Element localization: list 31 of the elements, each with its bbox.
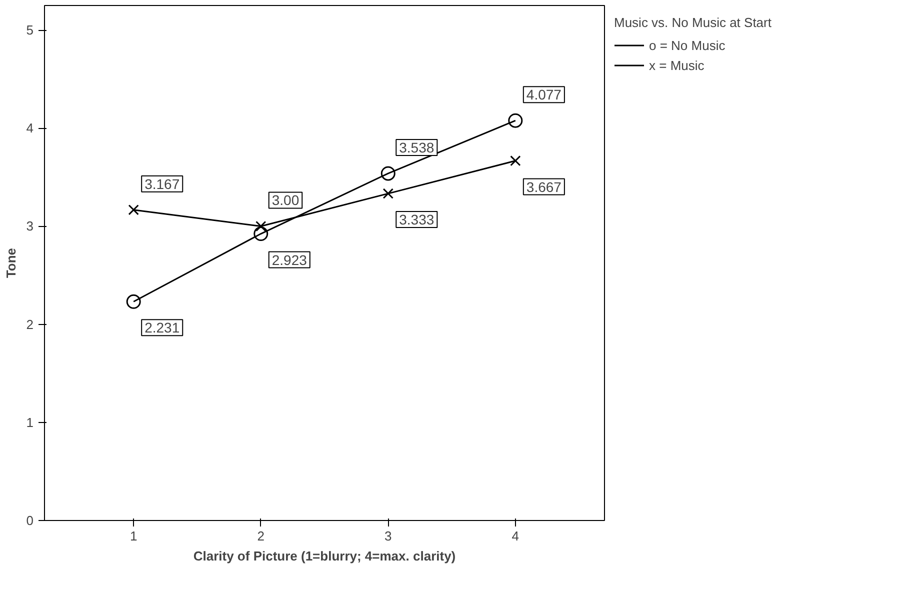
x-tick-label: 2 bbox=[257, 528, 264, 544]
point bbox=[510, 155, 521, 166]
data-label: 3.333 bbox=[399, 212, 434, 228]
point bbox=[508, 113, 523, 128]
y-tick-label: 3 bbox=[26, 218, 34, 234]
point bbox=[380, 166, 396, 181]
legend-label: o = No Music bbox=[649, 38, 726, 52]
y-tick-label: 0 bbox=[26, 513, 34, 528]
y-tick-label: 1 bbox=[26, 414, 34, 430]
point bbox=[256, 220, 266, 232]
point bbox=[254, 226, 268, 242]
y-tick-label: 2 bbox=[26, 316, 34, 332]
y-tick-label: 5 bbox=[26, 22, 34, 38]
point bbox=[382, 188, 394, 199]
point bbox=[126, 294, 141, 309]
x-tick-label: 1 bbox=[130, 528, 138, 544]
x-tick-label: 3 bbox=[384, 528, 392, 544]
x-tick-label: 4 bbox=[512, 528, 520, 544]
data-label: 4.077 bbox=[526, 86, 562, 103]
y-tick-label: 4 bbox=[26, 120, 34, 136]
data-label: 3.00 bbox=[272, 192, 300, 208]
y-axis-title: Tone bbox=[3, 248, 18, 278]
data-label: 2.923 bbox=[272, 252, 308, 268]
data-label: 2.231 bbox=[144, 320, 180, 336]
legend-label: x = Music bbox=[649, 58, 704, 72]
data-label: 3.167 bbox=[144, 176, 180, 192]
point bbox=[128, 204, 139, 216]
legend-title: Music vs. No Music at Start bbox=[614, 15, 772, 30]
x-axis-title: Clarity of Picture (1=blurry; 4=max. clarity) bbox=[193, 548, 456, 564]
data-label: 3.538 bbox=[399, 139, 434, 156]
data-label: 3.667 bbox=[526, 178, 562, 195]
